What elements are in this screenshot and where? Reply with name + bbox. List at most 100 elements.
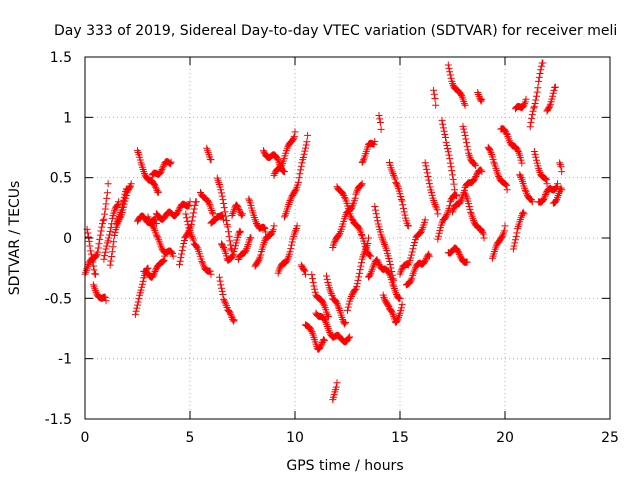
x-tick-label: 0: [81, 430, 90, 446]
data-point: [356, 266, 364, 274]
data-point: [192, 198, 200, 206]
data-point: [461, 190, 469, 198]
data-point: [288, 241, 295, 249]
x-axis-label: GPS time / hours: [286, 458, 403, 474]
data-point: [376, 228, 384, 236]
data-point: [353, 280, 361, 288]
data-point: [375, 260, 383, 268]
data-point: [325, 312, 333, 320]
data-point: [235, 229, 243, 237]
data-point: [260, 147, 267, 155]
data-point: [98, 223, 106, 231]
data-point: [178, 250, 186, 258]
data-point: [309, 278, 317, 286]
data-points: [81, 59, 566, 404]
data-point: [222, 212, 230, 220]
data-point: [308, 271, 316, 279]
data-point: [291, 187, 299, 195]
data-point: [383, 247, 391, 255]
data-point: [316, 343, 324, 351]
data-point: [447, 74, 455, 82]
data-point: [107, 257, 115, 265]
data-point: [530, 104, 538, 112]
data-point: [374, 259, 382, 267]
data-point: [552, 197, 560, 205]
data-point: [449, 80, 456, 88]
data-point: [110, 231, 118, 239]
data-point: [303, 138, 311, 146]
data-point: [542, 176, 550, 184]
data-point: [372, 206, 379, 214]
data-point: [320, 337, 328, 345]
data-point: [386, 261, 394, 269]
data-point: [539, 59, 547, 67]
data-point: [371, 203, 379, 211]
data-point: [287, 245, 295, 253]
data-point: [242, 246, 250, 254]
data-point: [470, 216, 477, 224]
data-point: [184, 202, 192, 210]
data-point: [235, 205, 243, 213]
data-point: [388, 309, 396, 317]
y-tick-label: 1: [63, 110, 72, 126]
data-point: [557, 163, 565, 171]
data-point: [123, 186, 131, 194]
data-point: [286, 248, 294, 256]
data-point: [511, 239, 519, 247]
data-point: [374, 217, 382, 225]
data-point: [392, 289, 400, 297]
data-point: [527, 118, 535, 126]
data-point: [199, 261, 207, 269]
data-point: [422, 256, 430, 264]
data-point: [215, 273, 223, 281]
data-point: [355, 273, 363, 281]
data-point: [472, 162, 480, 170]
data-point: [119, 199, 127, 207]
data-point: [348, 203, 356, 211]
data-point: [222, 300, 230, 308]
data-point: [320, 300, 328, 308]
data-point: [220, 243, 228, 251]
data-point: [189, 213, 197, 221]
data-point: [323, 272, 330, 280]
data-point: [190, 209, 197, 217]
data-point: [159, 258, 167, 266]
data-point: [374, 257, 382, 265]
data-point: [317, 342, 325, 350]
y-tick-label: 0.5: [50, 171, 72, 187]
data-point: [166, 160, 174, 168]
data-point: [442, 138, 450, 146]
data-point: [501, 222, 509, 230]
data-point: [460, 100, 468, 108]
data-point: [220, 297, 228, 305]
data-point: [89, 258, 97, 266]
data-point: [217, 186, 225, 194]
data-point: [302, 270, 309, 278]
data-point: [110, 238, 118, 246]
data-point: [120, 193, 128, 201]
data-point: [519, 208, 527, 216]
data-point: [449, 206, 457, 214]
data-point: [86, 242, 94, 250]
data-point: [230, 248, 238, 256]
data-point: [330, 239, 338, 247]
data-point: [226, 237, 234, 245]
data-point: [388, 307, 396, 315]
data-point: [424, 251, 432, 259]
data-point: [361, 247, 369, 255]
data-point: [85, 233, 92, 241]
data-point: [92, 252, 100, 260]
data-point: [505, 137, 513, 145]
data-point: [122, 185, 130, 193]
data-point: [299, 153, 307, 161]
data-point: [479, 228, 487, 236]
data-point: [218, 189, 225, 197]
data-point: [92, 270, 99, 278]
data-point: [301, 267, 309, 275]
data-point: [348, 215, 356, 223]
data-point: [103, 194, 111, 202]
data-point: [95, 240, 103, 248]
data-point: [283, 257, 291, 265]
data-point: [548, 95, 556, 103]
data-point: [425, 176, 433, 184]
